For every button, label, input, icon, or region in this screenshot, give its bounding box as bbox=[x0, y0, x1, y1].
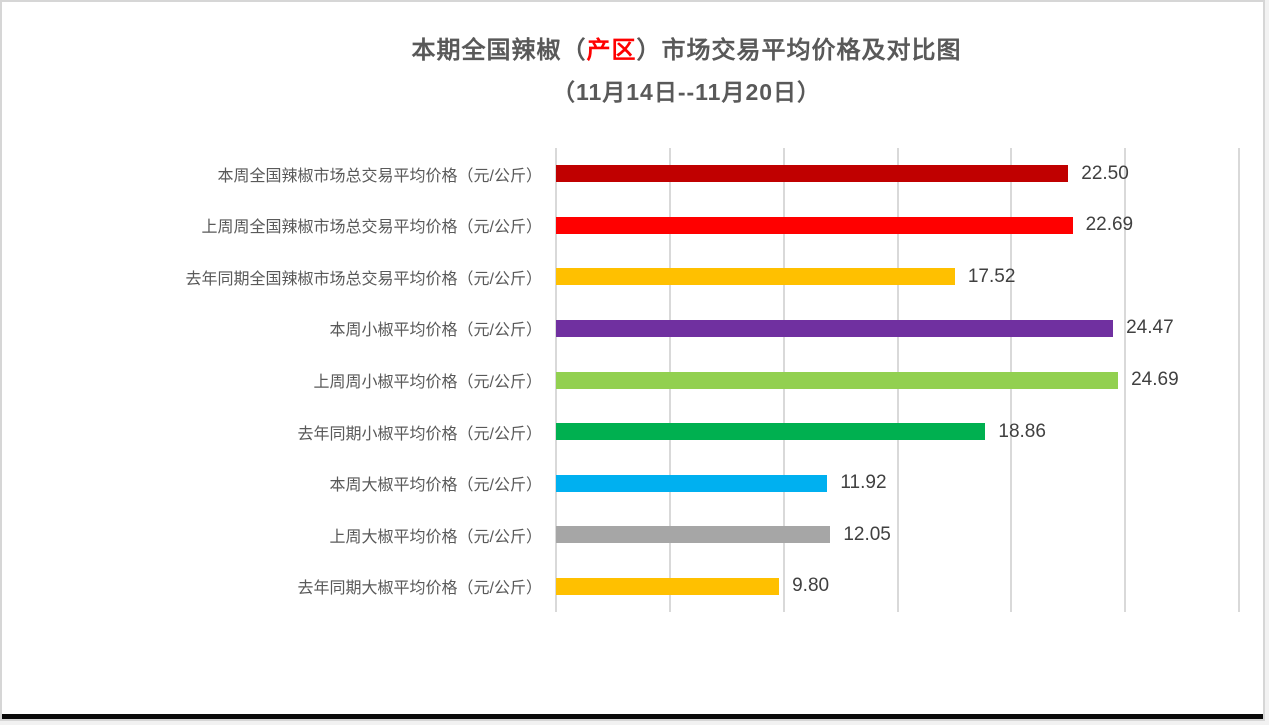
title-highlight: 产区 bbox=[586, 37, 637, 64]
category-label: 去年同期全国辣椒市场总交易平均价格（元/公斤） bbox=[185, 270, 542, 288]
bar bbox=[556, 526, 831, 544]
bar-value-label: 22.69 bbox=[1085, 214, 1134, 236]
chart-row: 上周周全国辣椒市场总交易平均价格（元/公斤） 22.69 bbox=[2, 200, 1269, 252]
bar bbox=[556, 474, 828, 492]
category-label: 上周大椒平均价格（元/公斤） bbox=[329, 528, 542, 546]
bar-track: 9.80 bbox=[556, 561, 1239, 613]
chart-title: 本期全国辣椒（产区）市场交易平均价格及对比图 bbox=[102, 36, 1269, 66]
chart-row: 本周小椒平均价格（元/公斤） 24.47 bbox=[2, 303, 1269, 355]
chart-row: 本周大椒平均价格（元/公斤） 11.92 bbox=[2, 457, 1269, 509]
chart-row: 去年同期小椒平均价格（元/公斤） 18.86 bbox=[2, 406, 1269, 458]
bar-track: 18.86 bbox=[556, 406, 1239, 458]
category-label: 上周周全国辣椒市场总交易平均价格（元/公斤） bbox=[201, 219, 542, 237]
category-label: 本周全国辣椒市场总交易平均价格（元/公斤） bbox=[217, 167, 542, 185]
bar bbox=[556, 268, 955, 286]
bar-value-label: 12.05 bbox=[843, 523, 891, 545]
chart-row: 去年同期大椒平均价格（元/公斤） 9.80 bbox=[2, 561, 1269, 613]
bar-track: 24.47 bbox=[556, 303, 1239, 355]
gridline bbox=[1238, 148, 1240, 612]
bar-track: 24.69 bbox=[556, 354, 1239, 406]
bar bbox=[556, 423, 986, 441]
chart-row: 本周全国辣椒市场总交易平均价格（元/公斤） 22.50 bbox=[2, 148, 1269, 200]
chart-row: 去年同期全国辣椒市场总交易平均价格（元/公斤） 17.52 bbox=[2, 251, 1269, 303]
bar-track: 12.05 bbox=[556, 509, 1239, 561]
bar bbox=[556, 165, 1069, 183]
title-suffix: ）市场交易平均价格及对比图 bbox=[636, 37, 962, 64]
gridline bbox=[1124, 148, 1127, 612]
bar-value-label: 9.80 bbox=[792, 575, 830, 597]
category-label: 上周周小椒平均价格（元/公斤） bbox=[313, 374, 542, 392]
bar-value-label: 18.86 bbox=[998, 420, 1046, 442]
chart-subtitle: （11月14日--11月20日） bbox=[551, 79, 822, 105]
bar-track: 17.52 bbox=[556, 251, 1239, 303]
bar-value-label: 22.50 bbox=[1081, 162, 1129, 184]
category-label: 本周大椒平均价格（元/公斤） bbox=[329, 477, 542, 495]
category-label: 去年同期大椒平均价格（元/公斤） bbox=[297, 580, 542, 598]
bottom-black-bar bbox=[2, 714, 1263, 719]
title-prefix: 本期全国辣椒（ bbox=[411, 37, 587, 64]
bar-track: 22.69 bbox=[556, 200, 1239, 252]
bar-rows: 本周全国辣椒市场总交易平均价格（元/公斤） 22.50 上周周全国辣椒市场总交易平均… bbox=[2, 148, 1269, 612]
bar-value-label: 11.92 bbox=[840, 472, 887, 494]
chart-row: 上周大椒平均价格（元/公斤） 12.05 bbox=[2, 509, 1269, 561]
bar-chart: 本周全国辣椒市场总交易平均价格（元/公斤） 22.50 上周周全国辣椒市场总交易平均… bbox=[2, 148, 1269, 612]
category-label: 本周小椒平均价格（元/公斤） bbox=[329, 322, 542, 340]
bar bbox=[556, 577, 780, 595]
chart-title-block: 本期全国辣椒（产区）市场交易平均价格及对比图 （11月14日--11月20日） bbox=[102, 36, 1269, 107]
bar-value-label: 24.69 bbox=[1131, 369, 1179, 391]
bar-track: 11.92 bbox=[556, 457, 1239, 509]
bar-value-label: 17.52 bbox=[967, 265, 1016, 287]
bar bbox=[556, 371, 1119, 389]
chart-row: 上周周小椒平均价格（元/公斤） 24.69 bbox=[2, 354, 1269, 406]
bar bbox=[556, 319, 1114, 337]
bar bbox=[556, 216, 1073, 234]
bar-track: 22.50 bbox=[556, 148, 1239, 200]
category-label: 去年同期小椒平均价格（元/公斤） bbox=[297, 425, 542, 443]
bar-value-label: 24.47 bbox=[1126, 317, 1174, 339]
